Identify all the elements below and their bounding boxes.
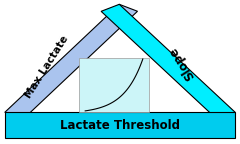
Polygon shape: [5, 4, 138, 119]
Polygon shape: [101, 4, 235, 119]
Text: Slope: Slope: [166, 44, 197, 82]
Polygon shape: [5, 112, 235, 138]
Text: Max Lactate: Max Lactate: [23, 34, 70, 100]
Bar: [79, 58, 149, 112]
Text: Lactate Threshold: Lactate Threshold: [60, 119, 180, 132]
